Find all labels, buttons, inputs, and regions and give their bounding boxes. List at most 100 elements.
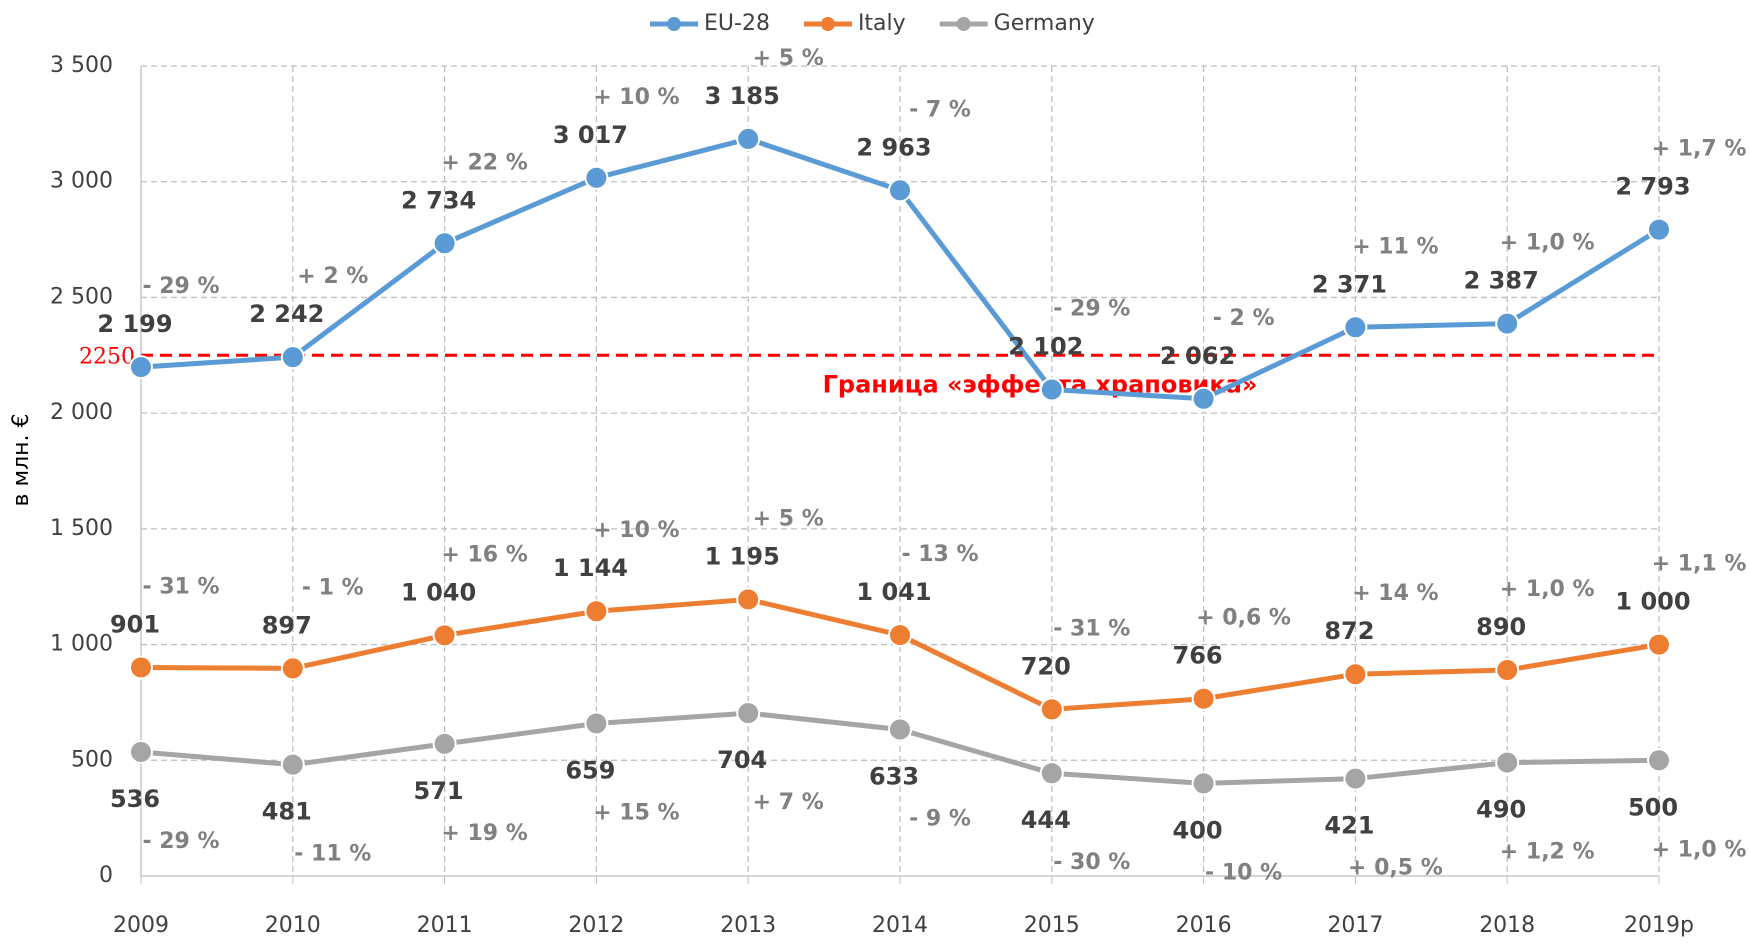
change-label: + 1,0 % bbox=[1500, 231, 1595, 256]
data-label: 3 017 bbox=[553, 121, 628, 149]
marker bbox=[1039, 761, 1064, 786]
change-label: + 0,6 % bbox=[1196, 606, 1291, 631]
change-label: + 16 % bbox=[441, 542, 527, 567]
legend-marker bbox=[956, 17, 971, 31]
data-label: 2 199 bbox=[97, 310, 172, 338]
change-label: - 30 % bbox=[1053, 850, 1130, 875]
change-label: - 31 % bbox=[1053, 616, 1130, 641]
marker bbox=[888, 623, 912, 648]
data-label: 1 195 bbox=[705, 542, 780, 570]
change-label: + 7 % bbox=[753, 790, 824, 815]
marker bbox=[1343, 766, 1368, 791]
marker bbox=[129, 655, 153, 680]
marker bbox=[1343, 315, 1368, 340]
y-tick-label: 500 bbox=[71, 747, 113, 772]
marker bbox=[432, 731, 457, 756]
reference-label: 2250 bbox=[79, 344, 135, 369]
data-label: 2 062 bbox=[1160, 342, 1235, 370]
y-tick-label: 3 000 bbox=[50, 169, 113, 194]
legend-label: Italy bbox=[858, 11, 906, 36]
change-label: + 5 % bbox=[753, 506, 824, 531]
legend-label: Germany bbox=[994, 11, 1095, 36]
change-label: - 31 % bbox=[142, 574, 219, 599]
data-label: 490 bbox=[1476, 796, 1526, 824]
change-label: + 19 % bbox=[441, 821, 527, 846]
data-label: 2 793 bbox=[1615, 173, 1690, 201]
data-label: 720 bbox=[1021, 652, 1071, 680]
data-label: 400 bbox=[1173, 816, 1223, 844]
marker bbox=[1039, 377, 1064, 402]
marker bbox=[129, 739, 153, 764]
legend-marker bbox=[820, 17, 835, 31]
data-label: 872 bbox=[1324, 617, 1374, 645]
change-label: - 2 % bbox=[1213, 306, 1275, 331]
marker bbox=[584, 711, 609, 736]
data-label: 704 bbox=[717, 746, 767, 774]
marker bbox=[1647, 748, 1671, 773]
series-line bbox=[140, 596, 1660, 712]
change-label: + 10 % bbox=[593, 85, 679, 110]
change-label: - 10 % bbox=[1205, 860, 1282, 885]
marker bbox=[1191, 686, 1216, 711]
marker bbox=[888, 717, 912, 742]
marker bbox=[280, 656, 305, 681]
marker bbox=[736, 587, 761, 612]
marker bbox=[1647, 217, 1671, 242]
x-tick-label: 2016 bbox=[1176, 913, 1232, 938]
x-tick-label: 2013 bbox=[720, 913, 776, 938]
change-label: - 13 % bbox=[901, 542, 978, 567]
data-label: 3 185 bbox=[705, 82, 780, 110]
marker bbox=[584, 165, 609, 190]
change-label: - 29 % bbox=[142, 274, 219, 299]
change-label: + 1,2 % bbox=[1500, 840, 1595, 865]
change-label: - 29 % bbox=[1053, 297, 1130, 322]
data-label: 1 040 bbox=[401, 578, 476, 606]
data-label: 2 102 bbox=[1008, 333, 1083, 361]
change-label: + 11 % bbox=[1352, 234, 1438, 259]
data-label: 2 963 bbox=[856, 133, 931, 161]
data-label: 444 bbox=[1021, 806, 1071, 834]
y-tick-label: 1 500 bbox=[50, 516, 113, 541]
x-tick-label: 2018 bbox=[1479, 913, 1535, 938]
change-label: + 15 % bbox=[593, 800, 679, 825]
data-label: 897 bbox=[262, 611, 312, 639]
change-label: - 29 % bbox=[142, 829, 219, 854]
change-label: + 2 % bbox=[297, 264, 368, 289]
marker bbox=[584, 599, 609, 624]
data-label: 536 bbox=[110, 785, 160, 813]
y-tick-label: 2 000 bbox=[50, 400, 113, 425]
change-label: + 1,0 % bbox=[1500, 577, 1595, 602]
marker bbox=[1039, 697, 1064, 722]
change-label: + 14 % bbox=[1352, 581, 1438, 606]
data-label: 2 371 bbox=[1312, 270, 1387, 298]
y-tick-label: 1 000 bbox=[50, 632, 113, 657]
data-label: 1 041 bbox=[856, 578, 931, 606]
x-tick-label: 2012 bbox=[568, 913, 624, 938]
change-label: + 1,7 % bbox=[1652, 137, 1747, 162]
change-label: + 1,1 % bbox=[1652, 552, 1747, 577]
x-tick-label: 2009 bbox=[113, 913, 169, 938]
marker bbox=[432, 623, 457, 648]
y-axis-label: в млн. € bbox=[9, 414, 34, 507]
marker bbox=[736, 126, 761, 151]
x-tick-label: 2011 bbox=[417, 913, 473, 938]
change-label: + 10 % bbox=[593, 518, 679, 543]
data-label: 890 bbox=[1476, 613, 1526, 641]
x-tick-label: 2014 bbox=[872, 913, 928, 938]
data-label: 2 387 bbox=[1464, 267, 1539, 295]
marker bbox=[1495, 658, 1520, 683]
change-label: - 9 % bbox=[909, 807, 971, 832]
change-label: - 7 % bbox=[909, 97, 971, 122]
marker bbox=[1647, 632, 1671, 657]
marker bbox=[129, 355, 153, 380]
data-label: 1 144 bbox=[553, 554, 628, 582]
x-tick-label: 2017 bbox=[1327, 913, 1383, 938]
change-label: + 0,5 % bbox=[1348, 856, 1443, 881]
marker bbox=[1495, 750, 1520, 775]
data-label: 659 bbox=[565, 756, 615, 784]
data-label: 421 bbox=[1324, 812, 1374, 840]
y-tick-label: 3 500 bbox=[50, 53, 113, 78]
data-label: 2 734 bbox=[401, 186, 476, 214]
marker bbox=[280, 752, 305, 777]
change-label: + 22 % bbox=[441, 150, 527, 175]
